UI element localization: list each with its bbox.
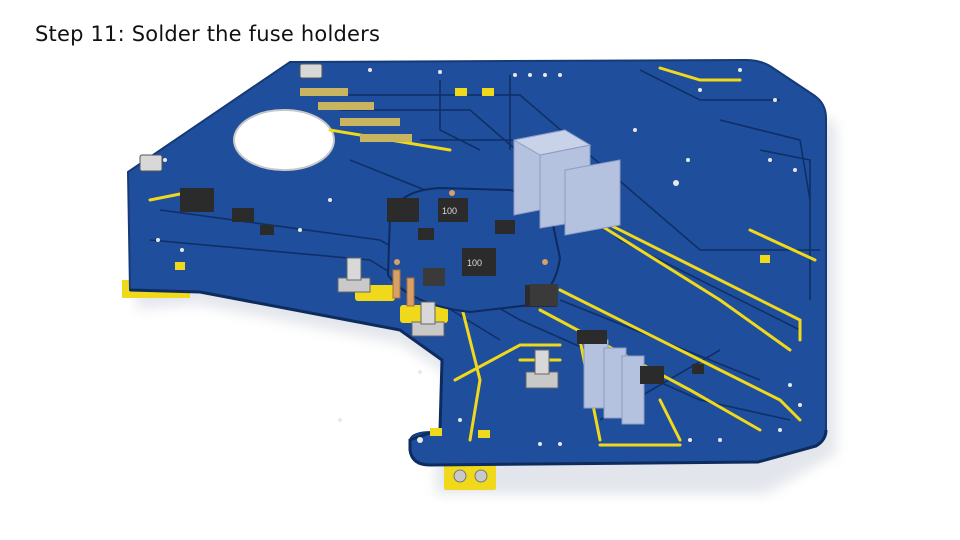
pin-header [300, 88, 412, 142]
heatsink-large [512, 129, 621, 236]
mosfet [577, 330, 607, 344]
heatsink-small [583, 339, 645, 425]
mounting-hole [233, 109, 335, 171]
slide-switch [139, 154, 163, 172]
connector [530, 284, 558, 306]
bottom-screw [474, 469, 488, 483]
ic-chip [180, 188, 214, 212]
inductor-label: 100 [467, 258, 482, 268]
bottom-screw [453, 469, 467, 483]
mosfet [640, 366, 664, 384]
copper-tab-bottom [444, 462, 496, 490]
ic-chip [232, 208, 254, 222]
inductor-label: 100 [442, 206, 457, 216]
slide-switch [299, 63, 323, 79]
fuse-holder [411, 301, 445, 337]
slide-title: Step 11: Solder the fuse holders [35, 22, 381, 46]
copper-traces [148, 66, 817, 447]
fuse-holder [525, 349, 559, 389]
fuse-holder [337, 257, 371, 293]
ic-chip [260, 225, 274, 235]
standoffs [392, 269, 415, 307]
small-chip [692, 364, 704, 374]
vias [156, 68, 802, 446]
